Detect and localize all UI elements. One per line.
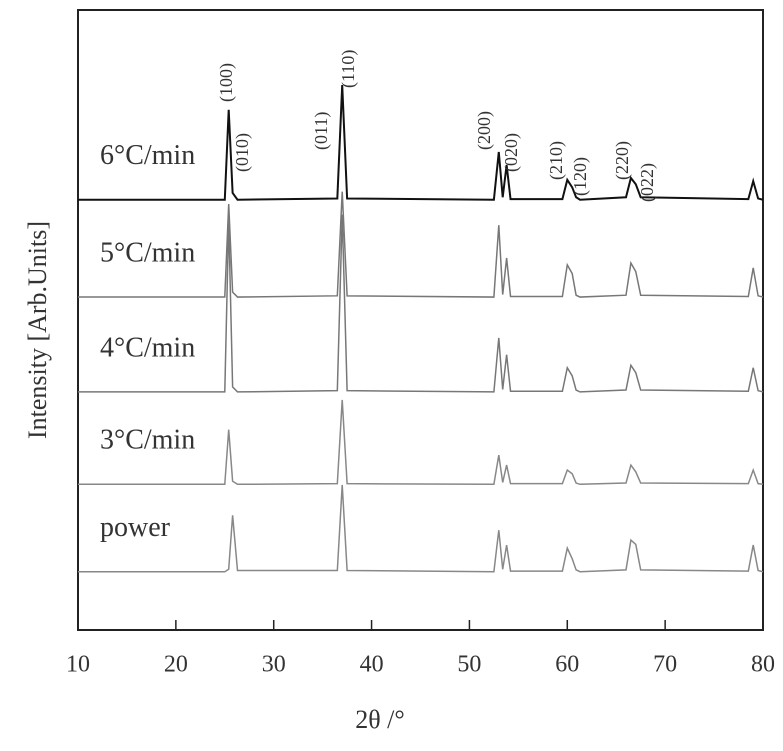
series-label: 4°C/min bbox=[100, 332, 195, 363]
x-tick-label: 30 bbox=[262, 652, 286, 678]
peak-label: (120) bbox=[570, 157, 591, 196]
peak-label: (220) bbox=[612, 141, 633, 180]
pattern-line bbox=[78, 485, 763, 572]
chart: 2θ /° Intensity [Arb.Units] 10 20 30 40 50 60… bbox=[0, 0, 783, 751]
peak-label: (210) bbox=[546, 141, 567, 180]
series-label: 5°C/min bbox=[100, 237, 195, 268]
peak-label: (100) bbox=[216, 63, 237, 102]
x-tick-label: 70 bbox=[653, 652, 677, 678]
peak-label: (011) bbox=[311, 112, 332, 150]
x-tick-label: 20 bbox=[164, 652, 188, 678]
series-label: 3°C/min bbox=[100, 425, 195, 456]
peak-label: (010) bbox=[232, 133, 253, 172]
peak-label: (200) bbox=[474, 111, 495, 150]
x-tick-label: 80 bbox=[751, 652, 775, 678]
series-label: 6°C/min bbox=[100, 140, 195, 171]
plot-frame bbox=[78, 10, 763, 630]
x-axis-label: 2θ /° bbox=[355, 705, 405, 734]
peak-label: (022) bbox=[637, 163, 658, 202]
peak-label: (020) bbox=[501, 133, 522, 172]
x-tick-label: 40 bbox=[360, 652, 384, 678]
x-tick-label: 60 bbox=[555, 652, 579, 678]
peak-label: (110) bbox=[338, 50, 359, 88]
x-tick-label: 10 bbox=[66, 652, 90, 678]
x-tick-label: 50 bbox=[457, 652, 481, 678]
y-axis-label: Intensity [Arb.Units] bbox=[23, 221, 52, 439]
series-label: power bbox=[100, 512, 171, 543]
